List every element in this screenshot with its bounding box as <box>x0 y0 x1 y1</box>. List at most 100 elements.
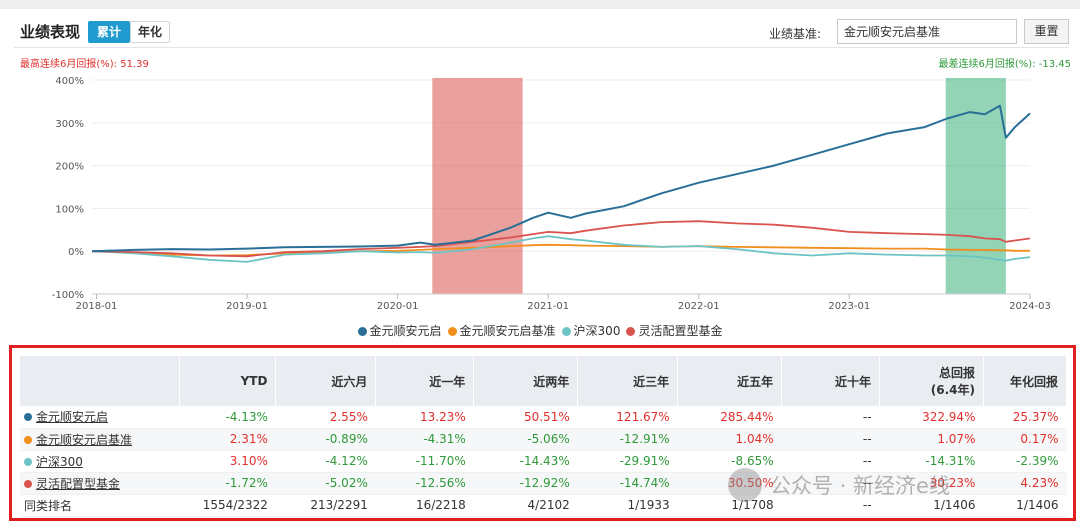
max-consecutive-return: 最高连续6月回报(%): 51.39 <box>20 59 149 70</box>
table-row: 沪深300 3.10% -4.12% -11.70% -14.43% -29.91% -8.… <box>20 450 1067 473</box>
rank-cell: 1/1406 <box>983 494 1067 517</box>
table-cell: -5.02% <box>275 472 376 495</box>
legend-dot-icon <box>447 327 457 336</box>
min-consecutive-return: 最差连续6月回报(%): -13.45 <box>938 59 1071 70</box>
table-cell: -- <box>781 472 880 495</box>
section-title: 业绩表现 <box>20 23 81 41</box>
y-tick-label: 400% <box>55 76 84 87</box>
table-cell: 0.17% <box>983 428 1067 451</box>
table-cell: 4.23% <box>983 472 1067 495</box>
returns-table: YTD 近六月 近一年 近两年 近三年 近五年 近十年 总回报 (6.4年) 年化回报 金元顺安元… <box>20 356 1068 517</box>
worst-period-band <box>945 78 1006 294</box>
table-cell: -4.12% <box>275 450 376 473</box>
table-cell: 3.10% <box>179 450 276 473</box>
table-cell: 2.31% <box>179 428 276 451</box>
table-cell: -12.56% <box>375 472 474 495</box>
rank-cell: 1554/2322 <box>179 494 276 517</box>
best-period-band <box>432 78 523 294</box>
table-cell: 30.23% <box>879 472 984 495</box>
series-line-0 <box>91 104 1031 253</box>
table-cell: -- <box>781 450 880 473</box>
table-cell: 13.23% <box>375 406 474 429</box>
table-cell: 1.04% <box>677 428 782 451</box>
performance-header: 业绩表现 累计 年化 业绩基准: 重置 <box>14 18 1069 48</box>
x-tick-label: 2018-01 <box>76 301 118 312</box>
table-row: 金元顺安元启 -4.13% 2.55% 13.23% 50.51% 121.67% 285.… <box>20 406 1067 429</box>
series-line-3 <box>91 220 1031 258</box>
series-dot-icon <box>24 435 32 444</box>
row-name-link[interactable]: 沪深300 <box>36 454 83 469</box>
column-header: YTD <box>179 356 277 406</box>
x-tick-label: 2020-01 <box>377 301 419 312</box>
table-cell: -4.13% <box>179 406 276 429</box>
column-header: 近一年 <box>375 356 475 406</box>
table-cell: 25.37% <box>983 406 1067 429</box>
row-name-cell[interactable]: 金元顺安元启基准 <box>20 428 180 451</box>
legend-item[interactable]: 金元顺安元启基准 <box>447 322 556 339</box>
table-cell: -12.91% <box>577 428 678 451</box>
column-header: 近六月 <box>275 356 377 406</box>
benchmark-input[interactable] <box>837 19 1017 44</box>
chart-legend: 金元顺安元启 金元顺安元启基准 沪深300 灵活配置型基金 <box>0 322 1080 339</box>
table-cell: -- <box>781 428 880 451</box>
table-row: 灵活配置型基金 -1.72% -5.02% -12.56% -12.92% -14.74%… <box>20 472 1067 495</box>
tab-cumulative[interactable]: 累计 <box>88 21 130 43</box>
rank-cell: -- <box>781 494 880 517</box>
series-line-2 <box>91 235 1031 263</box>
table-cell: 322.94% <box>879 406 984 429</box>
table-cell: -12.92% <box>473 472 578 495</box>
rank-cell: 1/1406 <box>879 494 984 517</box>
x-tick-label: 2022-01 <box>678 301 720 312</box>
rank-cell: 1/1708 <box>677 494 782 517</box>
top-strip <box>0 0 1080 9</box>
row-name-link[interactable]: 灵活配置型基金 <box>36 476 121 491</box>
table-cell: -14.31% <box>879 450 984 473</box>
x-tick-label: 2021-01 <box>527 301 569 312</box>
rank-cell: 16/2218 <box>375 494 474 517</box>
row-name-cell[interactable]: 灵活配置型基金 <box>20 472 180 495</box>
column-header: 近五年 <box>677 356 783 406</box>
row-name-link[interactable]: 金元顺安元启基准 <box>36 432 133 447</box>
tab-annualized[interactable]: 年化 <box>130 21 170 43</box>
table-header-row: YTD 近六月 近一年 近两年 近三年 近五年 近十年 总回报 (6.4年) 年化回报 <box>20 356 1068 406</box>
table-cell: 2.55% <box>275 406 376 429</box>
table-cell: -5.06% <box>473 428 578 451</box>
column-header: 近三年 <box>577 356 679 406</box>
rank-cell: 213/2291 <box>275 494 376 517</box>
legend-dot-icon <box>626 327 636 336</box>
legend-label: 灵活配置型基金 <box>638 324 723 338</box>
table-body: 金元顺安元启 -4.13% 2.55% 13.23% 50.51% 121.67% 285.… <box>20 406 1067 517</box>
y-tick-label: 100% <box>55 204 84 215</box>
watermark: 公众号 · 新经济e线 <box>728 468 950 502</box>
x-tick-label: 2024-03 <box>1009 301 1051 312</box>
reset-button[interactable]: 重置 <box>1024 19 1069 44</box>
series-dot-icon <box>24 479 32 488</box>
table-row: 金元顺安元启基准 2.31% -0.89% -4.31% -5.06% -12.91% 1.… <box>20 428 1067 451</box>
table-cell: 50.51% <box>473 406 578 429</box>
legend-item[interactable]: 沪深300 <box>561 322 620 339</box>
series-dot-icon <box>24 413 32 422</box>
table-cell: -14.74% <box>577 472 678 495</box>
table-cell: -- <box>781 406 880 429</box>
legend-label: 金元顺安元启基准 <box>459 324 556 338</box>
table-cell: -8.65% <box>677 450 782 473</box>
table-cell: -11.70% <box>375 450 474 473</box>
rank-row-label: 同类排名 <box>20 494 180 517</box>
legend-item[interactable]: 灵活配置型基金 <box>626 322 722 339</box>
series-line-1 <box>91 243 1030 257</box>
y-tick-label: 0% <box>68 247 84 258</box>
table-cell: -0.89% <box>275 428 376 451</box>
legend-item[interactable]: 金元顺安元启 <box>357 322 442 339</box>
row-name-cell[interactable]: 沪深300 <box>20 450 180 473</box>
row-name-cell[interactable]: 金元顺安元启 <box>20 406 180 429</box>
column-header: 总回报 (6.4年) <box>879 356 984 406</box>
benchmark-label: 业绩基准: <box>769 27 822 41</box>
row-name-link[interactable]: 金元顺安元启 <box>36 410 109 425</box>
column-header: 近十年 <box>781 356 881 406</box>
table-cell: -29.91% <box>577 450 678 473</box>
table-cell: -2.39% <box>983 450 1067 473</box>
wechat-logo-icon <box>728 468 762 502</box>
column-header: 年化回报 <box>983 356 1068 406</box>
legend-dot-icon <box>561 327 571 336</box>
table-cell: 121.67% <box>577 406 678 429</box>
